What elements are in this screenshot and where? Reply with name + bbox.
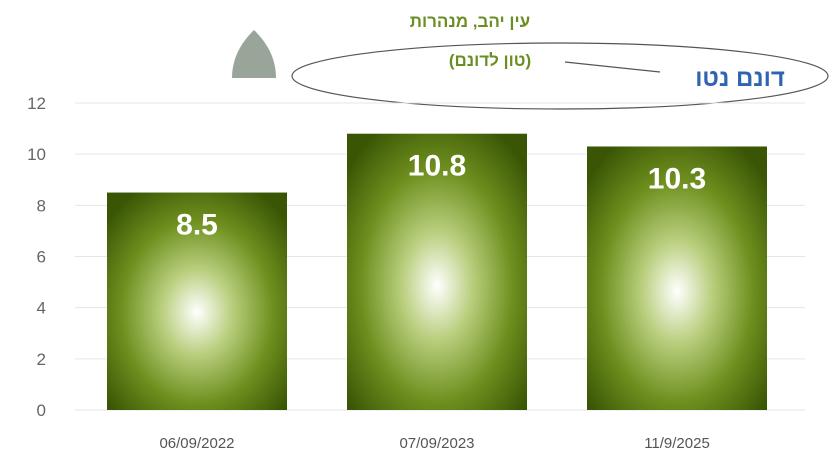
data-label: 10.3 xyxy=(648,162,706,195)
annotation-arrow xyxy=(564,61,661,73)
x-category-label: 11/9/2025 xyxy=(644,435,710,452)
annotation-ellipse xyxy=(291,42,829,110)
y-tick-label: 0 xyxy=(37,401,46,420)
y-tick-label: 10 xyxy=(27,145,46,164)
bars xyxy=(107,133,767,410)
bar xyxy=(107,192,287,410)
data-label: 10.8 xyxy=(408,150,466,183)
y-tick-label: 2 xyxy=(37,350,46,369)
bar xyxy=(587,146,767,410)
chart-title-line2: (טון לדונם) xyxy=(449,51,531,70)
x-category-label: 07/09/2023 xyxy=(399,435,474,452)
y-tick-label: 8 xyxy=(37,196,46,215)
x-axis: 06/09/2022 07/09/2023 11/9/2025 xyxy=(159,435,709,452)
y-tick-label: 6 xyxy=(37,248,46,267)
x-category-label: 06/09/2022 xyxy=(159,435,234,452)
chart-title-line1: עין יהב, מנהרות xyxy=(410,12,530,31)
drop-icon xyxy=(232,30,276,78)
bar xyxy=(347,133,527,410)
data-label: 8.5 xyxy=(176,209,218,242)
y-tick-label: 4 xyxy=(37,299,46,318)
data-labels: 8.5 10.8 10.3 xyxy=(176,150,706,242)
y-axis: 0 2 4 6 8 10 12 xyxy=(27,94,46,420)
y-tick-label: 12 xyxy=(27,94,46,113)
callout-label: דונם נטו xyxy=(695,65,785,92)
